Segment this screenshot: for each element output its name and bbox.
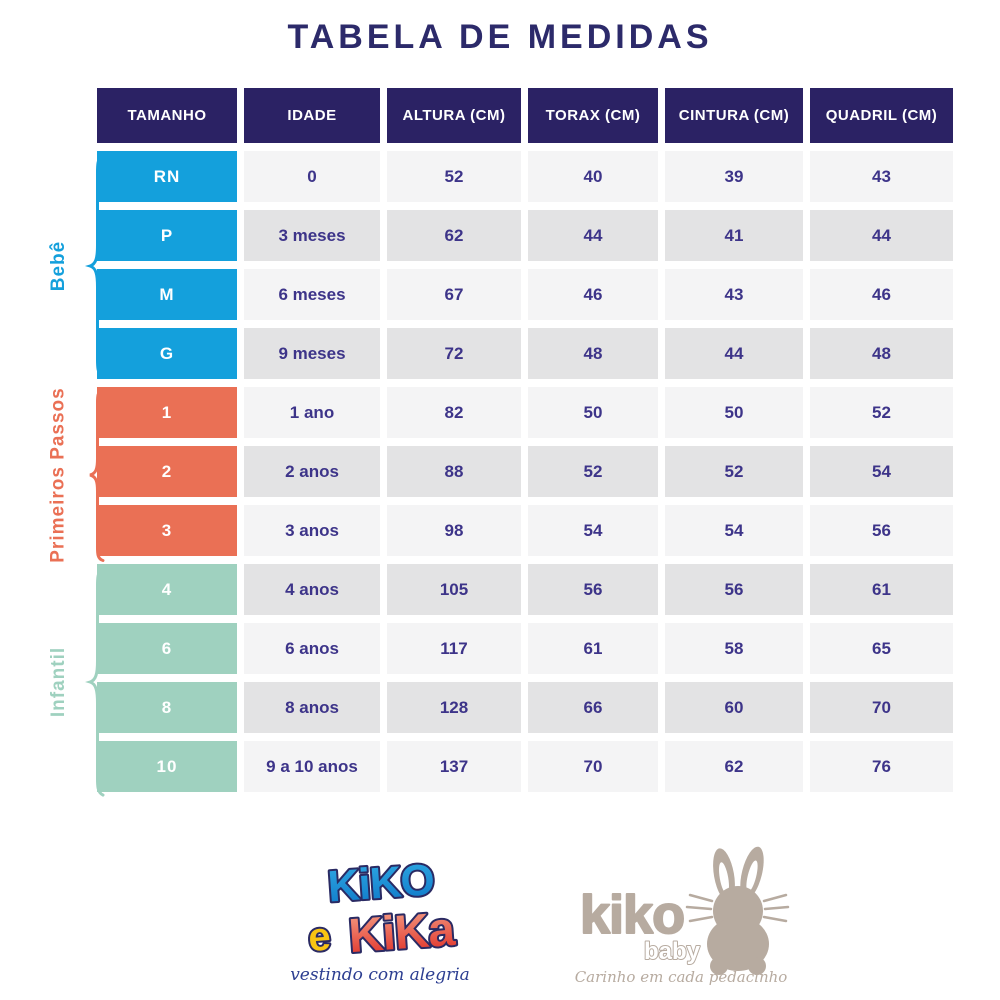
altura-cell: 98 bbox=[387, 505, 521, 556]
kiko-baby-sub: baby bbox=[644, 938, 701, 965]
size-cell: M bbox=[97, 269, 237, 320]
group-label-bebe-text: Bebê bbox=[48, 240, 69, 292]
column-header: TORAX (CM) bbox=[528, 88, 658, 143]
altura-cell: 105 bbox=[387, 564, 521, 615]
size-cell: 8 bbox=[97, 682, 237, 733]
quadril-cell: 54 bbox=[810, 446, 953, 497]
size-cell: 3 bbox=[97, 505, 237, 556]
cintura-cell: 44 bbox=[665, 328, 803, 379]
size-cell: 1 bbox=[97, 387, 237, 438]
idade-cell: 8 anos bbox=[244, 682, 380, 733]
idade-cell: 3 meses bbox=[244, 210, 380, 261]
cintura-cell: 58 bbox=[665, 623, 803, 674]
cintura-cell: 52 bbox=[665, 446, 803, 497]
group-label-primeiros-passos: Primeiros Passos bbox=[38, 386, 80, 564]
size-cell: 4 bbox=[97, 564, 237, 615]
torax-cell: 56 bbox=[528, 564, 658, 615]
group-label-infantil-text: Infantil bbox=[48, 646, 69, 718]
logo-e-letter: e bbox=[307, 915, 332, 960]
cintura-cell: 60 bbox=[665, 682, 803, 733]
idade-cell: 6 meses bbox=[244, 269, 380, 320]
altura-cell: 117 bbox=[387, 623, 521, 674]
size-cell: P bbox=[97, 210, 237, 261]
torax-cell: 44 bbox=[528, 210, 658, 261]
cintura-cell: 62 bbox=[665, 741, 803, 792]
size-cell: RN bbox=[97, 151, 237, 202]
cintura-cell: 41 bbox=[665, 210, 803, 261]
idade-cell: 1 ano bbox=[244, 387, 380, 438]
size-cell: 10 bbox=[97, 741, 237, 792]
group-label-bebe: Bebê bbox=[38, 151, 80, 381]
cintura-cell: 43 bbox=[665, 269, 803, 320]
idade-cell: 3 anos bbox=[244, 505, 380, 556]
kiko-e-kika-logo: KiKO e KiKa vestindo com alegria bbox=[290, 853, 470, 985]
kiko-baby-logo: kiko baby Carin bbox=[575, 846, 790, 986]
idade-cell: 9 a 10 anos bbox=[244, 741, 380, 792]
column-header: CINTURA (CM) bbox=[665, 88, 803, 143]
logo-kiko-e-kika-tagline: vestindo com alegria bbox=[290, 965, 470, 985]
torax-cell: 52 bbox=[528, 446, 658, 497]
quadril-cell: 48 bbox=[810, 328, 953, 379]
kiko-baby-tagline: Carinho em cada pedacinho bbox=[575, 968, 788, 986]
idade-cell: 6 anos bbox=[244, 623, 380, 674]
cintura-cell: 50 bbox=[665, 387, 803, 438]
quadril-cell: 46 bbox=[810, 269, 953, 320]
column-header: QUADRIL (CM) bbox=[810, 88, 953, 143]
logo-kiko-word: KiKO bbox=[326, 855, 435, 911]
altura-cell: 128 bbox=[387, 682, 521, 733]
altura-cell: 72 bbox=[387, 328, 521, 379]
altura-cell: 62 bbox=[387, 210, 521, 261]
logo-kika-word: KiKa bbox=[347, 903, 457, 963]
cintura-cell: 39 bbox=[665, 151, 803, 202]
quadril-cell: 61 bbox=[810, 564, 953, 615]
measurements-table: TAMANHO IDADE ALTURA (CM) TORAX (CM) CINTURA… bbox=[97, 88, 953, 792]
cintura-cell: 56 bbox=[665, 564, 803, 615]
torax-cell: 50 bbox=[528, 387, 658, 438]
size-cell: 6 bbox=[97, 623, 237, 674]
quadril-cell: 43 bbox=[810, 151, 953, 202]
torax-cell: 48 bbox=[528, 328, 658, 379]
altura-cell: 52 bbox=[387, 151, 521, 202]
quadril-cell: 56 bbox=[810, 505, 953, 556]
torax-cell: 40 bbox=[528, 151, 658, 202]
group-label-infantil: Infantil bbox=[38, 564, 80, 800]
idade-cell: 4 anos bbox=[244, 564, 380, 615]
cintura-cell: 54 bbox=[665, 505, 803, 556]
quadril-cell: 44 bbox=[810, 210, 953, 261]
page-title: TABELA DE MEDIDAS bbox=[287, 18, 713, 56]
group-label-primeiros-passos-text: Primeiros Passos bbox=[48, 387, 70, 563]
torax-cell: 70 bbox=[528, 741, 658, 792]
quadril-cell: 52 bbox=[810, 387, 953, 438]
idade-cell: 9 meses bbox=[244, 328, 380, 379]
torax-cell: 61 bbox=[528, 623, 658, 674]
size-cell: 2 bbox=[97, 446, 237, 497]
torax-cell: 46 bbox=[528, 269, 658, 320]
size-cell: G bbox=[97, 328, 237, 379]
quadril-cell: 65 bbox=[810, 623, 953, 674]
idade-cell: 0 bbox=[244, 151, 380, 202]
bunny-icon bbox=[685, 846, 790, 975]
quadril-cell: 70 bbox=[810, 682, 953, 733]
torax-cell: 66 bbox=[528, 682, 658, 733]
altura-cell: 88 bbox=[387, 446, 521, 497]
altura-cell: 67 bbox=[387, 269, 521, 320]
torax-cell: 54 bbox=[528, 505, 658, 556]
column-header: TAMANHO bbox=[97, 88, 237, 143]
altura-cell: 82 bbox=[387, 387, 521, 438]
kiko-baby-wordmark: kiko bbox=[580, 885, 684, 945]
column-header: ALTURA (CM) bbox=[387, 88, 521, 143]
idade-cell: 2 anos bbox=[244, 446, 380, 497]
quadril-cell: 76 bbox=[810, 741, 953, 792]
column-header: IDADE bbox=[244, 88, 380, 143]
altura-cell: 137 bbox=[387, 741, 521, 792]
